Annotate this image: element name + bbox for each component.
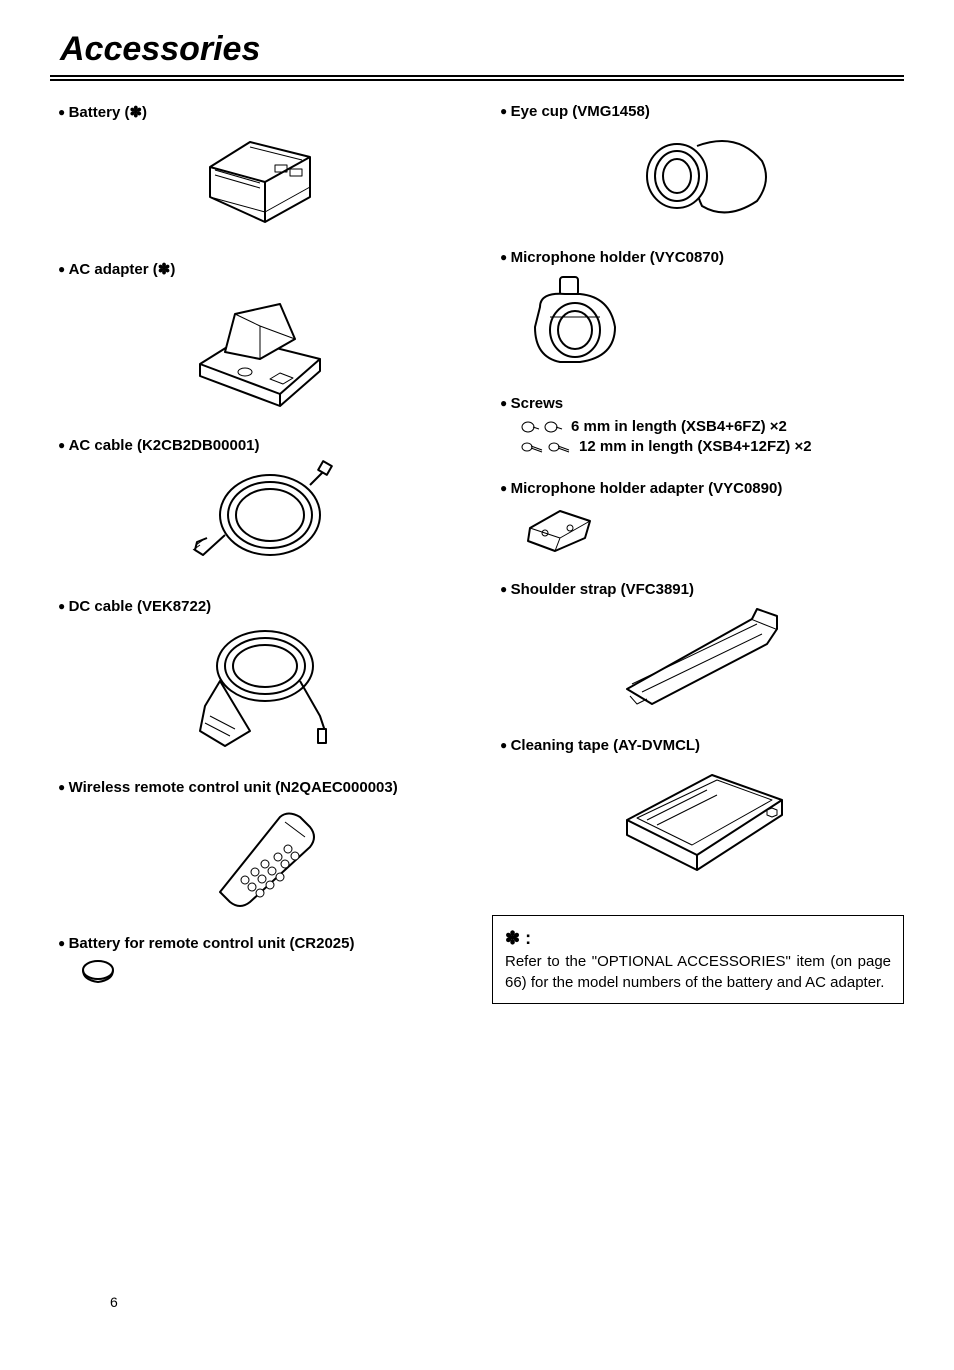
right-column: Eye cup (VMG1458) Microphone holder (VYC… xyxy=(492,103,904,1011)
item-ac-adapter: AC adapter (✽) xyxy=(50,260,462,419)
screw-line-12mm: 12 mm in length (XSB4+12FZ) ×2 xyxy=(520,438,904,455)
item-label: Wireless remote control unit (N2QAEC0000… xyxy=(58,779,462,796)
cleaning-tape-illustration xyxy=(500,760,904,885)
item-label: Eye cup (VMG1458) xyxy=(500,103,904,120)
screw-short-icon xyxy=(520,419,563,435)
footnote-symbol: ✽ : xyxy=(505,928,531,948)
ac-cable-illustration xyxy=(58,460,462,580)
page-number: 6 xyxy=(110,1294,118,1310)
item-battery: Battery (✽) xyxy=(50,103,462,242)
screw-text: 12 mm in length (XSB4+12FZ) ×2 xyxy=(579,438,812,455)
item-label: Cleaning tape (AY-DVMCL) xyxy=(500,737,904,754)
item-shoulder-strap: Shoulder strap (VFC3891) xyxy=(492,581,904,719)
mic-holder-illustration xyxy=(500,272,904,377)
item-label: Microphone holder adapter (VYC0890) xyxy=(500,480,904,497)
item-eyecup: Eye cup (VMG1458) xyxy=(492,103,904,231)
ac-adapter-illustration xyxy=(58,284,462,419)
item-mic-holder: Microphone holder (VYC0870) xyxy=(492,249,904,377)
item-label: Screws xyxy=(500,395,904,412)
dc-cable-illustration xyxy=(58,621,462,761)
item-ac-cable: AC cable (K2CB2DB00001) xyxy=(50,437,462,580)
footnote-text: Refer to the "OPTIONAL ACCESSORIES" item… xyxy=(505,953,891,991)
item-label: Microphone holder (VYC0870) xyxy=(500,249,904,266)
footnote-box: ✽ : Refer to the "OPTIONAL ACCESSORIES" … xyxy=(492,915,904,1004)
screw-text: 6 mm in length (XSB4+6FZ) ×2 xyxy=(571,418,787,435)
remote-illustration xyxy=(58,802,462,917)
eyecup-illustration xyxy=(500,126,904,231)
screw-long-icon xyxy=(520,439,571,455)
title-rule xyxy=(50,75,904,81)
page-title: Accessories xyxy=(50,30,904,69)
shoulder-strap-illustration xyxy=(500,604,904,719)
item-label: AC cable (K2CB2DB00001) xyxy=(58,437,462,454)
item-cleaning-tape: Cleaning tape (AY-DVMCL) xyxy=(492,737,904,885)
battery-illustration xyxy=(58,127,462,242)
content-columns: Battery (✽) AC adapter (✽) xyxy=(50,103,904,1011)
coin-battery-illustration xyxy=(58,958,462,993)
item-label: DC cable (VEK8722) xyxy=(58,598,462,615)
item-label: Shoulder strap (VFC3891) xyxy=(500,581,904,598)
item-remote-battery: Battery for remote control unit (CR2025) xyxy=(50,935,462,993)
screw-line-6mm: 6 mm in length (XSB4+6FZ) ×2 xyxy=(520,418,904,435)
left-column: Battery (✽) AC adapter (✽) xyxy=(50,103,462,1011)
item-dc-cable: DC cable (VEK8722) xyxy=(50,598,462,761)
item-screws: Screws 6 mm in length (XSB4+6FZ) ×2 12 m… xyxy=(492,395,904,455)
mic-adapter-illustration xyxy=(500,503,904,563)
item-label: Battery (✽) xyxy=(58,103,462,121)
item-label: Battery for remote control unit (CR2025) xyxy=(58,935,462,952)
item-label: AC adapter (✽) xyxy=(58,260,462,278)
item-mic-adapter: Microphone holder adapter (VYC0890) xyxy=(492,480,904,563)
item-remote: Wireless remote control unit (N2QAEC0000… xyxy=(50,779,462,917)
